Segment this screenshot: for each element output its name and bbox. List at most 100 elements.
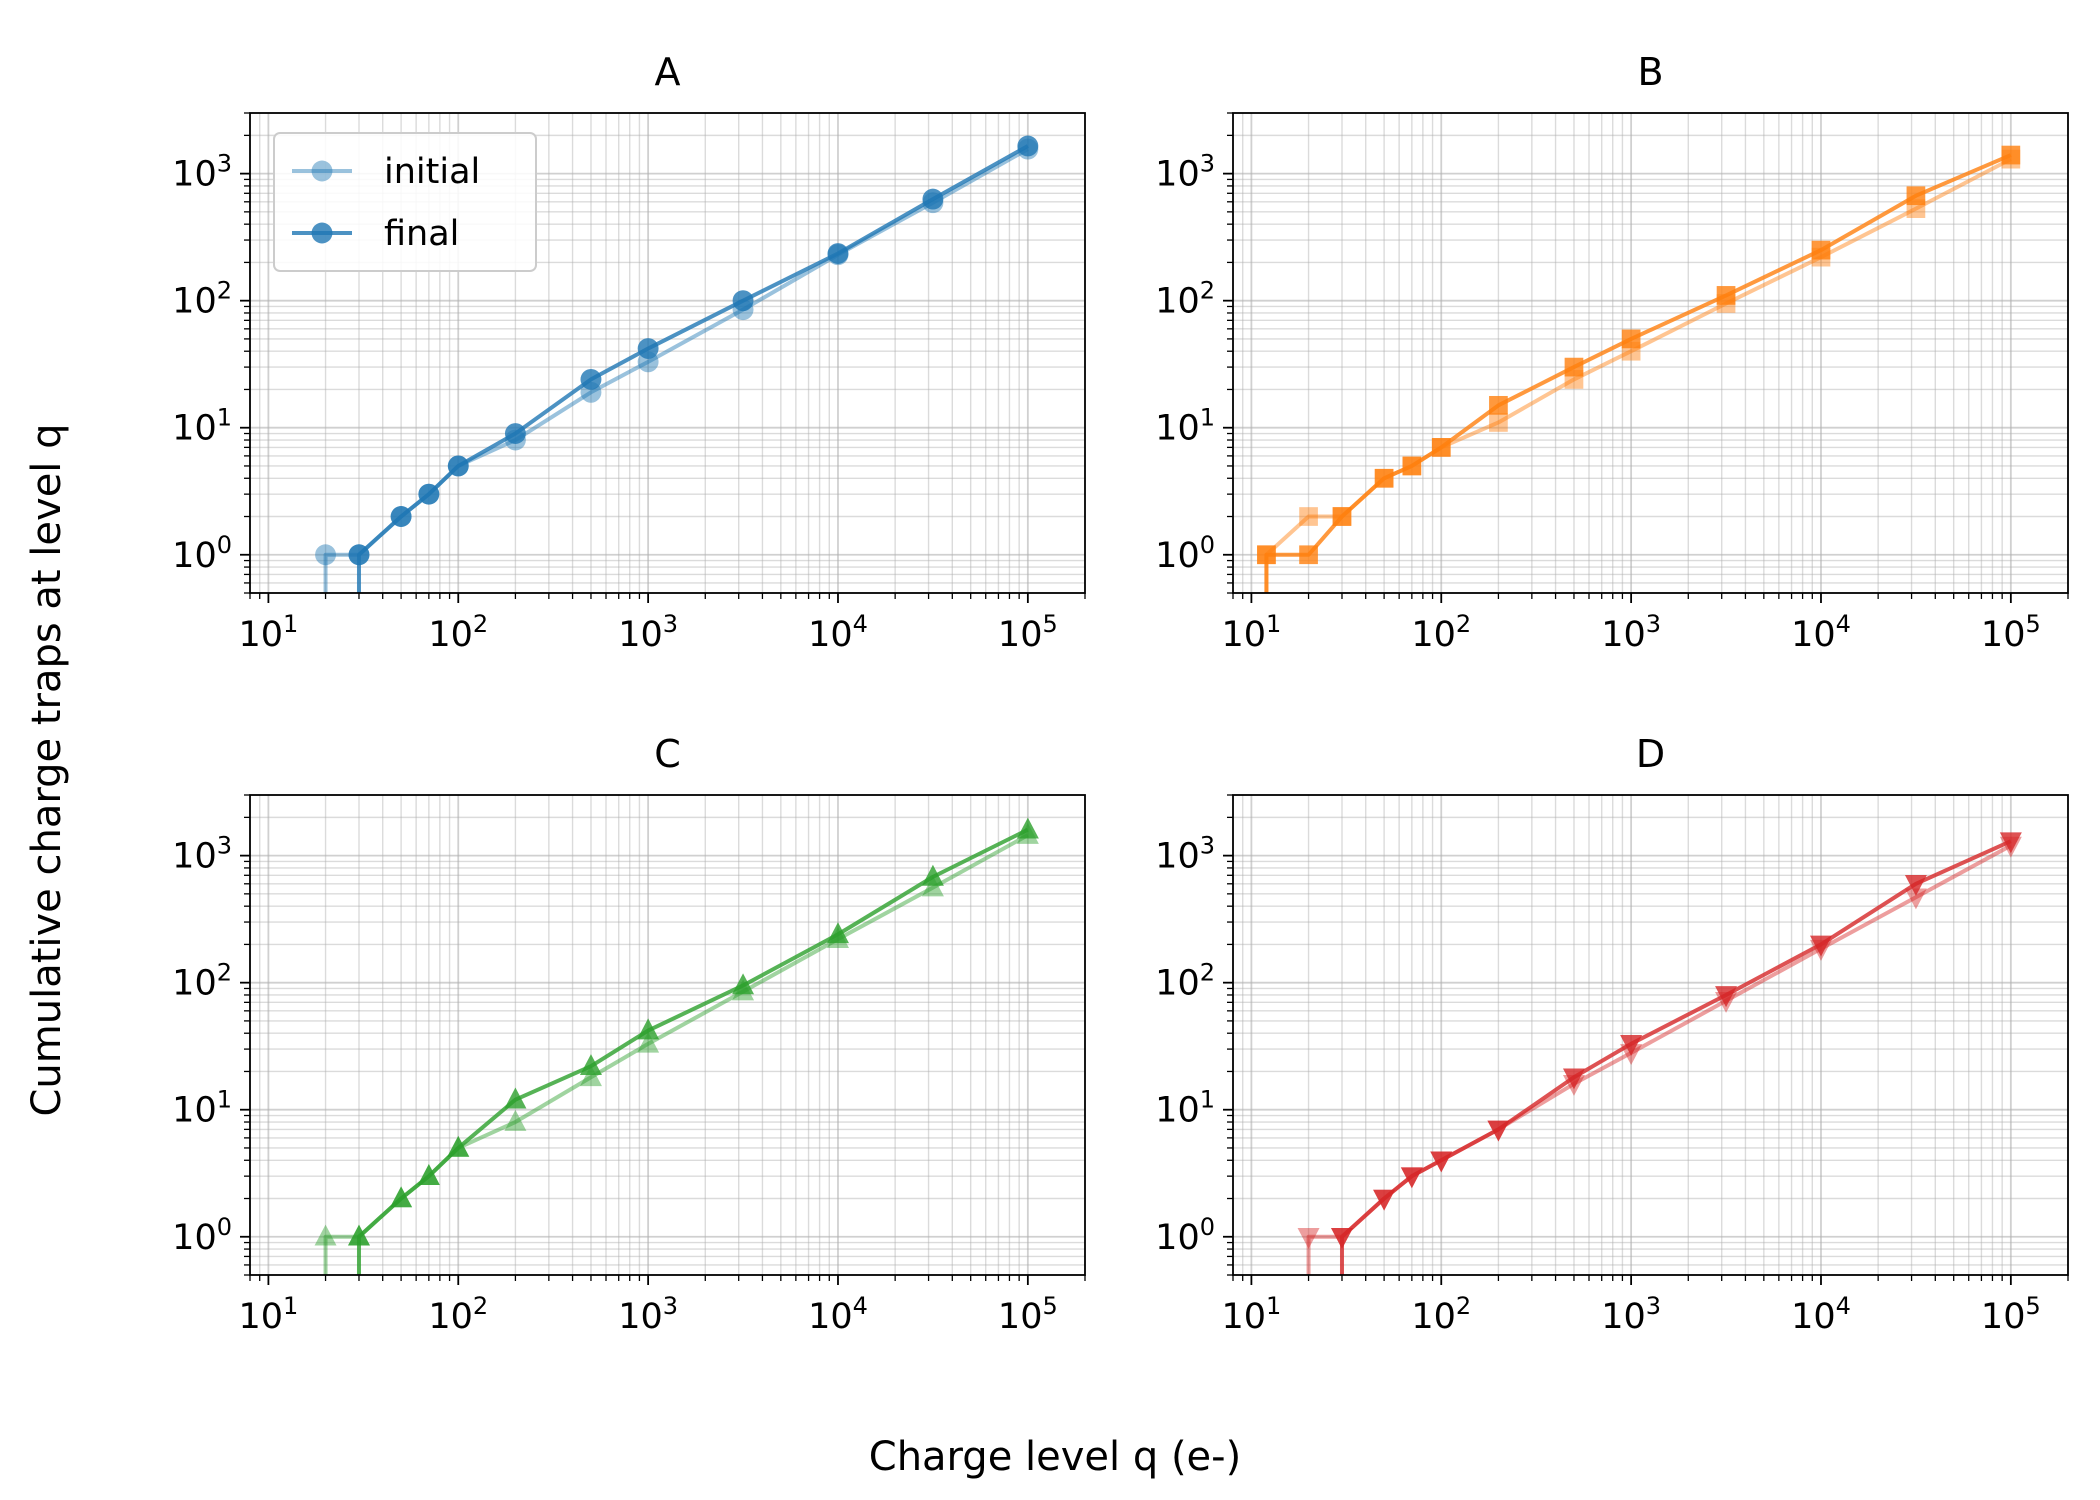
data-point-final [826, 922, 849, 944]
y-tick-label: 101 [172, 1086, 232, 1131]
data-point-final [1374, 468, 1394, 488]
plot-frame [249, 112, 1086, 594]
data-point-final [922, 188, 944, 210]
y-tick-label: 102 [1155, 277, 1215, 322]
series-line-initial [323, 833, 1029, 1275]
x-tick-label: 104 [808, 610, 868, 655]
data-point-initial [504, 1109, 527, 1131]
data-point-final [1809, 935, 1832, 957]
y-tick-label: 101 [172, 404, 232, 449]
data-point-initial [1904, 888, 1927, 910]
legend: initial final [273, 132, 537, 272]
data-point-final [921, 864, 944, 886]
legend-label-initial: initial [384, 152, 480, 192]
data-point-initial [315, 544, 337, 566]
data-point-final [447, 1135, 470, 1157]
legend-marker-final [311, 222, 333, 244]
series-group [315, 135, 1039, 593]
data-point-final [504, 1087, 527, 1109]
x-tick-label: 102 [1411, 1292, 1471, 1337]
series-group [1297, 832, 2022, 1275]
data-point-final [1257, 545, 1276, 565]
grid [1233, 795, 2068, 1275]
series-group [1257, 145, 2021, 593]
data-point-final [447, 455, 469, 477]
data-point-final [580, 368, 602, 390]
x-tick-label: 105 [998, 1292, 1058, 1337]
y-tick-label: 103 [1155, 832, 1215, 877]
data-point-final [1564, 357, 1584, 377]
data-point-final [1299, 545, 1318, 565]
plot-frame [1232, 794, 2069, 1276]
y-tick-label: 102 [1155, 959, 1215, 1004]
data-point-final [390, 1186, 413, 1208]
y-tick-label: 100 [1155, 1213, 1215, 1258]
data-point-final [1999, 832, 2022, 854]
data-point-final [1402, 456, 1422, 476]
series-line-final [1339, 839, 2012, 1275]
plot-frame [1232, 112, 2069, 594]
data-point-initial [579, 1065, 602, 1087]
data-point-final [637, 338, 659, 359]
y-tick-label: 103 [172, 832, 232, 877]
data-point-final [1489, 395, 1508, 415]
x-tick-label: 101 [1221, 1292, 1281, 1337]
plot-frame [249, 794, 1086, 1276]
data-point-final [1716, 286, 1736, 305]
data-point-final [732, 973, 755, 995]
data-point-initial [1489, 413, 1508, 432]
x-tick-label: 103 [1601, 610, 1661, 655]
x-tick-label: 102 [428, 610, 488, 655]
panel-title: D [1636, 732, 1665, 776]
x-tick-label: 103 [618, 1292, 678, 1337]
x-tick-label: 103 [618, 610, 678, 655]
data-point-final [1621, 329, 1641, 349]
data-point-final [390, 506, 412, 527]
data-point-final [1715, 986, 1738, 1008]
data-point-initial [1299, 507, 1318, 526]
panel-title: C [654, 732, 681, 776]
y-tick-label: 102 [172, 959, 232, 1004]
x-tick-label: 102 [428, 1292, 488, 1337]
y-tick-label: 103 [1155, 150, 1215, 195]
y-tick-label: 100 [172, 1213, 232, 1258]
y-tick-label: 101 [1155, 404, 1215, 449]
legend-marker-initial [311, 160, 333, 182]
data-point-final [1906, 186, 1926, 206]
figure-ylabel: Cumulative charge traps at level q [24, 423, 70, 1116]
data-point-final [732, 290, 754, 312]
x-tick-label: 102 [1411, 610, 1471, 655]
data-point-final [1373, 1189, 1396, 1211]
data-point-final [1017, 135, 1039, 157]
data-point-final [1330, 1227, 1353, 1249]
data-point-final [1487, 1120, 1510, 1142]
grid [1233, 113, 2068, 593]
series-line-initial [1264, 157, 2012, 593]
data-point-final [1562, 1068, 1585, 1090]
data-point-final [1620, 1035, 1643, 1056]
y-tick-label: 100 [172, 531, 232, 576]
data-point-final [827, 243, 849, 264]
x-tick-label: 105 [1981, 1292, 2041, 1337]
data-point-final [347, 1224, 370, 1246]
series-line-initial [1306, 843, 2012, 1275]
data-point-initial [1297, 1227, 1320, 1249]
x-tick-label: 101 [238, 610, 298, 655]
legend-label-final: final [384, 214, 459, 254]
x-tick-label: 104 [1791, 1292, 1851, 1337]
series-line-final [356, 827, 1029, 1275]
x-tick-label: 104 [1791, 610, 1851, 655]
panel-title: B [1637, 50, 1663, 94]
data-point-final [1811, 240, 1831, 260]
panels: 101 102 103 104 105100101102103Ainitialfinal… [172, 50, 2069, 1337]
data-point-final [1430, 1151, 1453, 1173]
figure-xlabel: Charge level q (e-) [869, 1434, 1241, 1480]
data-point-final [418, 483, 440, 505]
data-point-initial [314, 1224, 337, 1246]
data-point-final [348, 544, 370, 566]
data-point-final [504, 423, 526, 444]
y-tick-label: 102 [172, 277, 232, 322]
